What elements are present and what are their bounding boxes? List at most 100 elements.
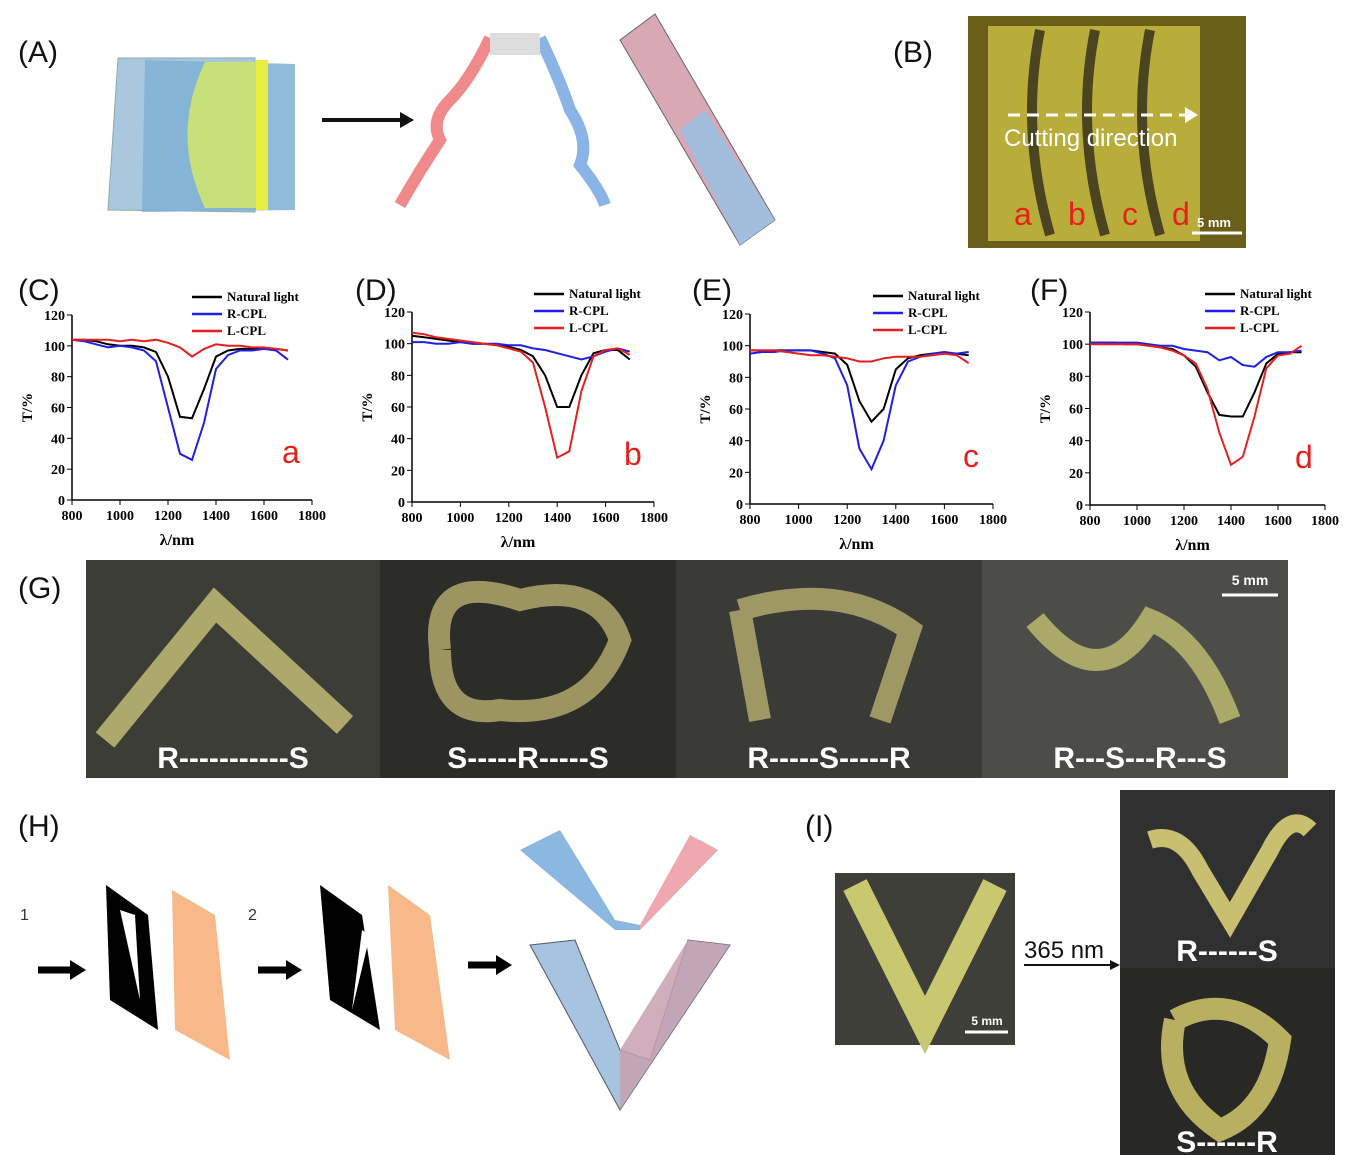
legend-label: Natural light [569,286,642,301]
panel-label: (D) [355,274,397,307]
y-tick-label: 100 [722,340,743,355]
legend-label: L-CPL [1240,320,1279,335]
x-tick-label: 1400 [202,509,230,524]
series-line [72,340,288,419]
series-line [1090,344,1302,465]
x-tick-label: 1000 [785,513,813,528]
series-line [72,340,288,357]
y-tick-label: 100 [44,340,65,355]
y-tick-label: 80 [391,369,405,384]
legend-label: Natural light [908,288,981,303]
panel-label: (E) [692,274,732,307]
x-axis-label: λ/nm [501,534,536,551]
x-tick-label: 1400 [882,513,910,528]
y-tick-label: 0 [1076,499,1083,514]
y-tick-label: 20 [729,466,743,481]
scale-text: 5 mm [1197,215,1231,230]
x-tick-label: 1200 [833,513,861,528]
panel-label: (I) [805,810,833,843]
x-tick-label: 1200 [1170,514,1198,529]
y-tick-label: 60 [391,401,405,416]
legend-label: Natural light [227,289,300,304]
y-tick-label: 80 [1069,370,1083,385]
y-axis-label: T/% [360,392,376,421]
y-tick-label: 40 [391,433,405,448]
panel-label: (C) [18,274,60,307]
x-tick-label: 1800 [298,509,326,524]
legend-label: Natural light [1240,286,1313,301]
y-tick-label: 0 [736,498,743,513]
strip-letter: c [1122,196,1138,232]
scale-text: 5 mm [1232,572,1269,588]
x-tick-label: 1000 [446,511,474,526]
step-number: 1 [20,907,29,924]
strip-letter: a [1014,196,1032,232]
annotation: d [1295,439,1313,475]
panel-label: (G) [18,572,61,605]
y-tick-label: 100 [384,338,405,353]
x-tick-label: 800 [402,511,423,526]
step-number: 2 [248,907,257,924]
x-tick-label: 1200 [154,509,182,524]
y-axis-label: T/% [20,393,36,422]
series-line [72,340,288,460]
series-line [750,350,969,469]
y-tick-label: 80 [729,371,743,386]
y-tick-label: 20 [51,463,65,478]
legend-label: L-CPL [908,322,947,337]
panel-h-diagram: 1 2 [20,830,730,1110]
panel-g-photos: R-----------S S-----R-----S R-----S-----… [86,560,1288,778]
x-tick-label: 1600 [1264,514,1292,529]
chirality-label: R-----------S [157,742,309,775]
panel-b-photo: Cutting direction a b c d 5 mm [968,16,1246,248]
panel-label: (B) [893,36,933,69]
panel-label: (A) [18,36,58,69]
y-axis-label: T/% [698,394,714,423]
chirality-label: S------R [1176,1126,1278,1155]
x-tick-label: 1000 [106,509,134,524]
y-tick-label: 0 [58,494,65,509]
y-tick-label: 60 [729,403,743,418]
x-tick-label: 1400 [1217,514,1245,529]
x-tick-label: 1600 [930,513,958,528]
annotation: a [282,434,300,470]
y-tick-label: 40 [729,435,743,450]
x-axis-label: λ/nm [839,536,874,553]
figure: (A) (B) (C) (D) (E) (F) (G) (H) (I) Cutt… [0,0,1352,1155]
panel-label: (H) [18,810,60,843]
x-axis-label: λ/nm [160,532,195,549]
y-tick-label: 60 [51,402,65,417]
y-tick-label: 120 [722,308,743,323]
legend-label: L-CPL [227,323,266,338]
series-line [412,336,630,407]
strip-letter: d [1172,196,1190,232]
arrow-text: Cutting direction [1004,125,1177,152]
y-axis-label: T/% [1038,394,1054,423]
x-tick-label: 800 [740,513,761,528]
y-tick-label: 20 [1069,467,1083,482]
legend-label: R-CPL [569,303,609,318]
y-tick-label: 0 [398,496,405,511]
x-tick-label: 1000 [1123,514,1151,529]
chirality-label: S-----R-----S [447,742,609,775]
y-tick-label: 80 [51,371,65,386]
x-tick-label: 800 [1080,514,1101,529]
x-tick-label: 800 [62,509,83,524]
x-tick-label: 1400 [543,511,571,526]
wavelength-text: 365 nm [1024,937,1104,964]
legend-label: R-CPL [227,306,267,321]
panel-i-photos: 5 mm 365 nm R------S S------R [835,790,1335,1155]
chirality-label: R---S---R---S [1053,742,1226,775]
x-axis-label: λ/nm [1175,537,1210,554]
y-tick-label: 120 [44,309,65,324]
y-tick-label: 40 [51,432,65,447]
y-tick-label: 60 [1069,403,1083,418]
scale-text: 5 mm [971,1014,1002,1028]
legend-label: L-CPL [569,320,608,335]
panel-label: (F) [1030,274,1068,307]
